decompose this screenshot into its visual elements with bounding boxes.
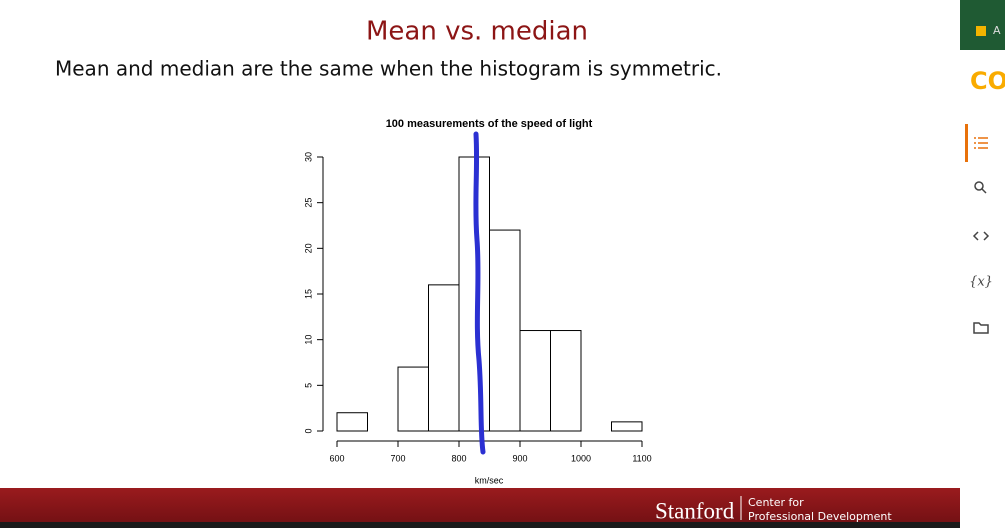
sidebar-label: A xyxy=(993,24,1001,37)
histogram-bar xyxy=(489,229,521,432)
files-icon[interactable] xyxy=(973,322,989,334)
histogram-bar xyxy=(519,330,551,432)
code-icon[interactable] xyxy=(972,231,990,241)
x-tick-label: 1100 xyxy=(632,453,651,463)
toc-icon[interactable] xyxy=(974,137,988,149)
y-tick-label: 5 xyxy=(303,383,313,388)
active-indicator xyxy=(965,124,968,162)
search-icon[interactable] xyxy=(974,181,987,194)
histogram: 100 measurements of the speed of light k… xyxy=(303,118,651,485)
x-tick-label: 900 xyxy=(512,453,527,463)
y-tick-label: 10 xyxy=(303,335,313,345)
slide-subtitle: Mean and median are the same when the hi… xyxy=(55,57,722,81)
footer-brand: Stanford xyxy=(655,498,735,523)
footer xyxy=(0,488,960,528)
footer-line2: Professional Development xyxy=(748,510,892,523)
y-tick-label: 25 xyxy=(303,198,313,208)
footer-line1: Center for xyxy=(748,496,804,509)
y-tick-label: 20 xyxy=(303,243,313,253)
x-tick-label: 600 xyxy=(329,453,344,463)
x-axis-label: km/sec xyxy=(475,475,504,485)
slide-title: Mean vs. median xyxy=(366,17,588,47)
chart-title: 100 measurements of the speed of light xyxy=(386,118,593,130)
y-tick-label: 0 xyxy=(303,428,313,433)
histogram-bar xyxy=(428,284,460,432)
histogram-bar xyxy=(397,366,429,432)
apps-icon[interactable] xyxy=(976,26,986,36)
logo: CO xyxy=(970,67,1005,95)
y-tick-label: 15 xyxy=(303,289,313,299)
footer-strip xyxy=(0,522,960,528)
x-tick-label: 700 xyxy=(390,453,405,463)
histogram-bar xyxy=(336,412,368,432)
sidebar-top xyxy=(960,0,1005,50)
histogram-bar xyxy=(550,330,582,432)
x-tick-label: 1000 xyxy=(571,453,591,463)
sidebar xyxy=(960,0,1005,528)
variables-icon[interactable]: {x} xyxy=(969,275,993,290)
y-tick-label: 30 xyxy=(303,152,313,162)
x-tick-label: 800 xyxy=(451,453,466,463)
median-annotation xyxy=(473,131,486,455)
histogram-bar xyxy=(611,421,643,432)
